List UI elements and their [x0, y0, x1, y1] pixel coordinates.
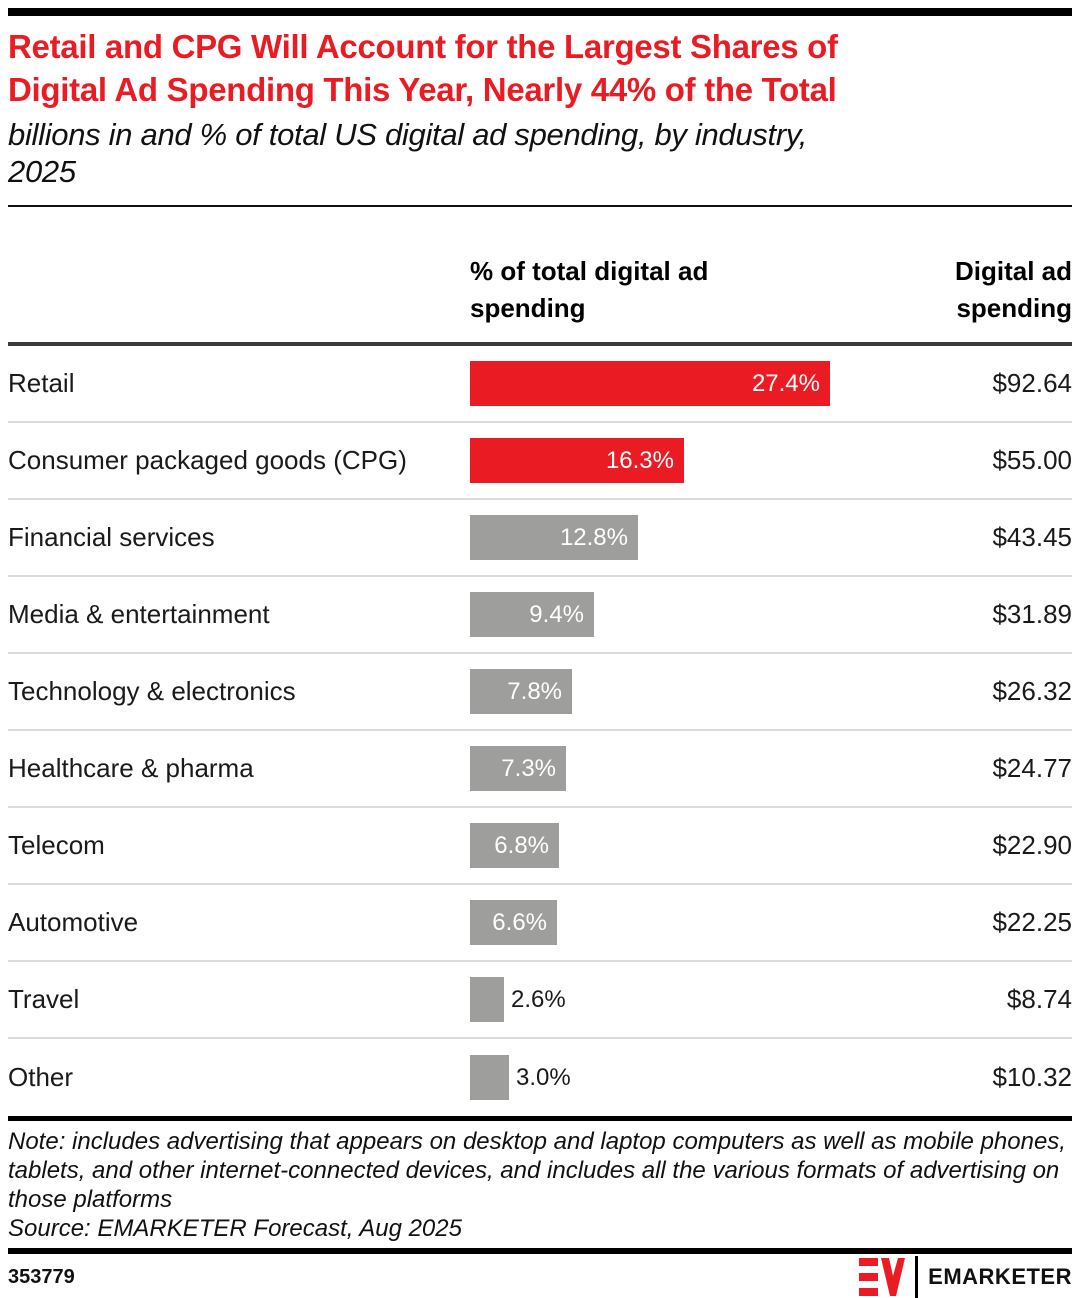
row-spend-value: $10.32 — [992, 1062, 1072, 1092]
bar-area: 6.8% — [470, 823, 882, 868]
row-spend-value: $26.32 — [992, 676, 1072, 706]
row-spend-value: $8.74 — [1006, 984, 1072, 1014]
row-spend-value: $55.00 — [992, 445, 1072, 475]
row-spend-value: $22.90 — [992, 830, 1072, 860]
table-row: Telecom 6.8% $22.90 — [8, 808, 1072, 885]
bar-area: 2.6% — [470, 977, 882, 1022]
bar-area: 16.3% — [470, 438, 882, 483]
table-row: Travel 2.6% $8.74 — [8, 962, 1072, 1039]
row-label: Travel — [8, 984, 80, 1014]
row-spend-value: $31.89 — [992, 599, 1072, 629]
top-accent-bar — [8, 8, 1072, 16]
bar: 27.4% — [470, 361, 830, 406]
bar-area: 12.8% — [470, 515, 882, 560]
footer-top-rule — [8, 1116, 1072, 1121]
logo-divider — [915, 1256, 919, 1298]
bar: 7.8% — [470, 669, 572, 714]
table-row: Other 3.0% $10.32 — [8, 1039, 1072, 1116]
row-label: Technology & electronics — [8, 676, 296, 706]
bar-area: 7.8% — [470, 669, 882, 714]
column-headers: % of total digital ad spending Digital a… — [8, 253, 1072, 327]
column-header-spacer — [8, 253, 470, 327]
row-label: Financial services — [8, 522, 215, 552]
row-label: Consumer packaged goods (CPG) — [8, 445, 407, 475]
chart-rows: Retail 27.4% $92.64 Consumer packaged go… — [8, 346, 1072, 1116]
bar-value-label: 7.3% — [501, 754, 556, 782]
bar-value-label: 12.8% — [559, 523, 628, 551]
bar-value-label: 9.4% — [529, 600, 584, 628]
table-row: Retail 27.4% $92.64 — [8, 346, 1072, 423]
bar-value-label: 27.4% — [751, 369, 820, 397]
bar: 6.8% — [470, 823, 559, 868]
row-spend-value: $92.64 — [992, 368, 1072, 398]
bar-value-label: 7.8% — [507, 677, 562, 705]
table-row: Technology & electronics 7.8% $26.32 — [8, 654, 1072, 731]
table-row: Automotive 6.6% $22.25 — [8, 885, 1072, 962]
bar — [470, 1055, 509, 1100]
bar-area: 3.0% — [470, 1055, 882, 1100]
bar-area: 6.6% — [470, 900, 882, 945]
bar-value-label-outside: 2.6% — [511, 985, 566, 1013]
bar — [470, 977, 504, 1022]
title-divider — [8, 205, 1072, 207]
bar-area: 9.4% — [470, 592, 882, 637]
row-label: Retail — [8, 368, 75, 398]
chart-id: 353779 — [8, 1265, 75, 1288]
source-text: Source: EMARKETER Forecast, Aug 2025 — [8, 1215, 462, 1242]
footer-bar: 353779 EMARKETER — [8, 1256, 1072, 1298]
row-label: Automotive — [8, 907, 139, 937]
row-spend-value: $24.77 — [992, 753, 1072, 783]
table-row: Media & entertainment 9.4% $31.89 — [8, 577, 1072, 654]
bar-value-label: 16.3% — [605, 446, 674, 474]
row-label: Telecom — [8, 830, 105, 860]
chart-title: Retail and CPG Will Account for the Larg… — [8, 28, 838, 108]
row-label: Healthcare & pharma — [8, 753, 254, 783]
emarketer-logo: EMARKETER — [859, 1256, 1072, 1298]
row-label: Other — [8, 1062, 74, 1092]
bar-area: 27.4% — [470, 361, 882, 406]
bar-value-label: 6.8% — [494, 831, 549, 859]
bar: 7.3% — [470, 746, 566, 791]
table-row: Financial services 12.8% $43.45 — [8, 500, 1072, 577]
table-row: Consumer packaged goods (CPG) 16.3% $55.… — [8, 423, 1072, 500]
bar: 6.6% — [470, 900, 557, 945]
brand-wordmark: EMARKETER — [928, 1264, 1072, 1289]
note-text: Note: includes advertising that appears … — [8, 1128, 1066, 1213]
bar-area: 7.3% — [470, 746, 882, 791]
em-logo-icon — [859, 1258, 906, 1296]
header-rule — [8, 342, 1072, 346]
bar-value-label: 6.6% — [492, 908, 547, 936]
bar-value-label-outside: 3.0% — [516, 1063, 571, 1091]
chart-subtitle: billions in and % of total US digital ad… — [8, 117, 808, 189]
column-header-pct: % of total digital ad spending — [470, 256, 709, 323]
row-spend-value: $43.45 — [992, 522, 1072, 552]
bar: 12.8% — [470, 515, 638, 560]
column-header-spend: Digital ad spending — [954, 256, 1072, 323]
row-spend-value: $22.25 — [992, 907, 1072, 937]
bar: 9.4% — [470, 592, 594, 637]
table-row: Healthcare & pharma 7.3% $24.77 — [8, 731, 1072, 808]
bar: 16.3% — [470, 438, 684, 483]
footer-bottom-rule — [8, 1248, 1072, 1254]
chart-page: Retail and CPG Will Account for the Larg… — [0, 8, 1080, 1298]
row-label: Media & entertainment — [8, 599, 270, 629]
